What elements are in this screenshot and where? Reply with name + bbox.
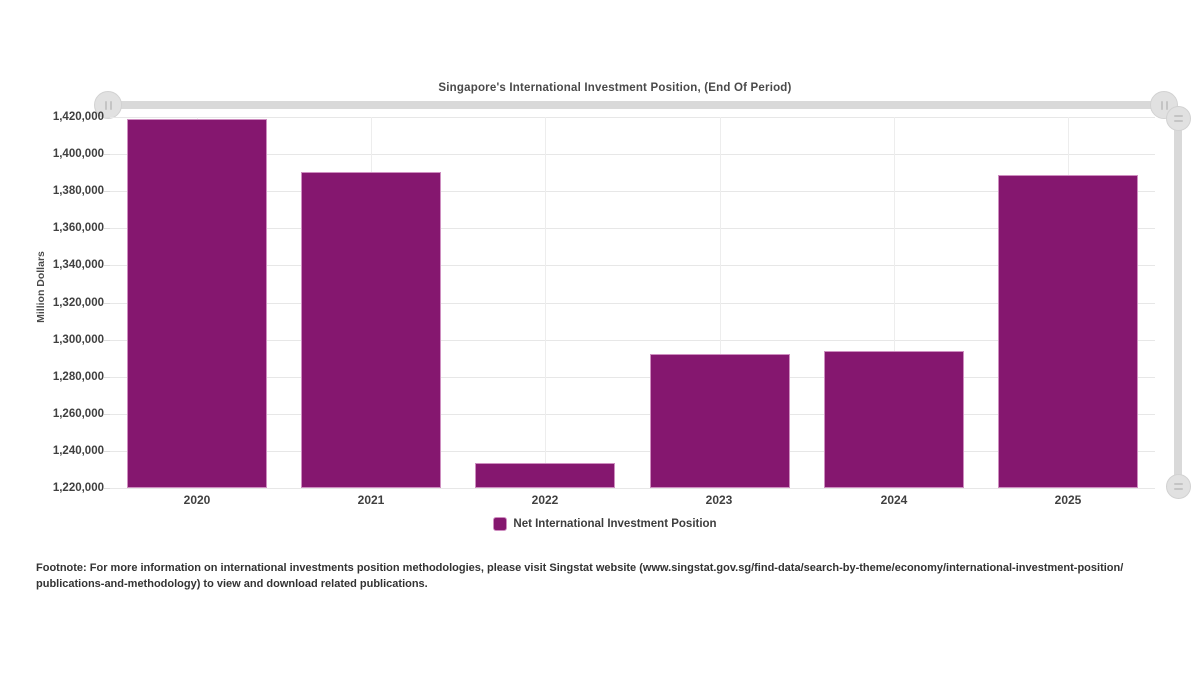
y-tick-mark: [104, 191, 111, 193]
y-tick-mark: [104, 117, 111, 118]
y-tick-label: 1,260,000: [52, 407, 104, 420]
y-range-slider-top-handle[interactable]: [1166, 106, 1191, 131]
legend-item[interactable]: Net International Investment Position: [0, 517, 1200, 531]
y-range-slider-track[interactable]: [1174, 112, 1182, 490]
gridline-horizontal: [110, 376, 1155, 378]
bar-2023[interactable]: [650, 354, 790, 488]
y-tick-mark: [104, 413, 111, 415]
y-tick-label: 1,240,000: [52, 444, 104, 457]
y-tick-mark: [104, 488, 111, 489]
bar-2020[interactable]: [127, 119, 267, 488]
x-tick-label-2024: 2024: [880, 493, 908, 507]
bar-2022[interactable]: [475, 463, 615, 488]
y-tick-mark: [104, 339, 111, 341]
y-tick-label: 1,420,000: [52, 111, 104, 123]
y-tick-label: 1,400,000: [52, 148, 104, 161]
y-tick-label: 1,300,000: [52, 333, 104, 346]
x-tick-label-2025: 2025: [1054, 493, 1082, 507]
gridline-vertical: [720, 117, 721, 488]
pause-grip-icon: [1160, 100, 1168, 110]
gridline-vertical: [894, 117, 895, 488]
y-tick-mark: [104, 450, 111, 452]
gridline-horizontal: [110, 488, 1155, 489]
gridline-vertical: [545, 117, 546, 488]
footnote-line-2: publications-and-methodology) to view an…: [36, 578, 428, 590]
chart-title: Singapore's International Investment Pos…: [438, 82, 792, 94]
legend-swatch: [493, 517, 508, 531]
bar-2024[interactable]: [824, 351, 964, 488]
footnote: Footnote: For more information on intern…: [36, 560, 1166, 592]
y-tick-mark: [104, 376, 111, 378]
x-tick-label-2022: 2022: [531, 493, 559, 507]
gridline-horizontal: [110, 228, 1155, 230]
y-tick-mark: [104, 265, 111, 267]
pause-grip-icon: [104, 100, 112, 110]
gridline-horizontal: [110, 302, 1155, 304]
lines-grip-icon: [1174, 115, 1183, 122]
y-tick-mark: [104, 228, 111, 230]
y-tick-label: 1,280,000: [52, 370, 104, 383]
legend-label: Net International Investment Position: [513, 518, 717, 530]
gridline-horizontal: [110, 413, 1155, 415]
x-range-slider-track[interactable]: [108, 101, 1166, 109]
gridline-horizontal: [110, 191, 1155, 193]
bar-2025[interactable]: [998, 175, 1138, 488]
plot-area: [110, 117, 1155, 489]
gridline-horizontal: [110, 154, 1155, 156]
y-tick-label: 1,360,000: [52, 222, 104, 235]
y-tick-label: 1,220,000: [52, 482, 104, 494]
y-tick-label: 1,380,000: [52, 185, 104, 198]
x-tick-label-2023: 2023: [705, 493, 733, 507]
x-tick-label-2021: 2021: [357, 493, 385, 507]
x-range-slider-left-handle[interactable]: [94, 91, 122, 119]
x-tick-label-2020: 2020: [183, 493, 211, 507]
gridline-horizontal: [110, 265, 1155, 267]
gridline-horizontal: [110, 450, 1155, 452]
lines-grip-icon: [1174, 483, 1183, 490]
y-tick-label: 1,320,000: [52, 296, 104, 309]
bar-2021[interactable]: [301, 172, 441, 488]
y-range-slider-bottom-handle[interactable]: [1166, 474, 1191, 499]
y-tick-mark: [104, 302, 111, 304]
y-tick-mark: [104, 154, 111, 156]
footnote-line-1: Footnote: For more information on intern…: [36, 562, 1124, 574]
gridline-horizontal: [110, 339, 1155, 341]
y-axis-title: Million Dollars: [35, 251, 47, 323]
y-tick-label: 1,340,000: [52, 259, 104, 272]
gridline-horizontal: [110, 117, 1155, 118]
